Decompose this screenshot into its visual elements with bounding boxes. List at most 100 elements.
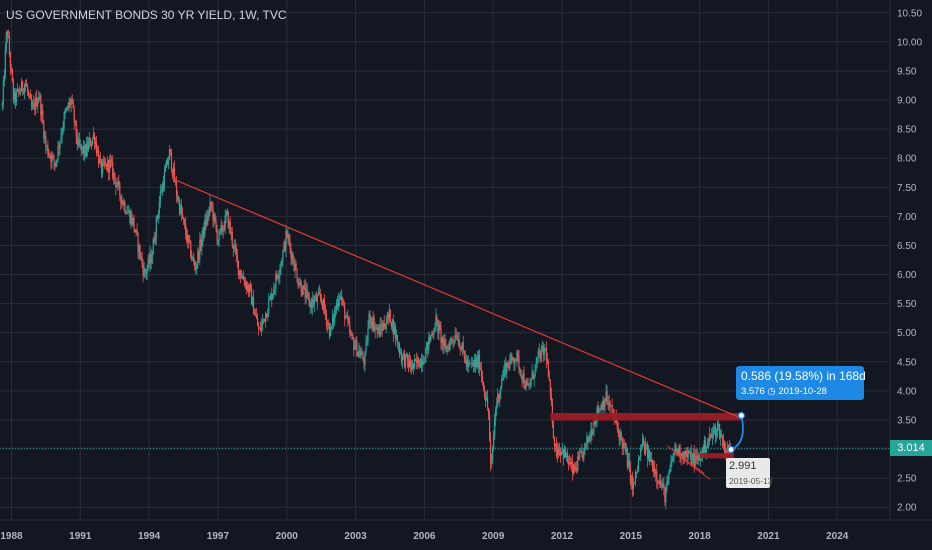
candle-body <box>577 456 579 472</box>
candle-body <box>368 313 370 328</box>
candle-body <box>373 317 375 331</box>
candle-body <box>164 167 167 172</box>
candle-body <box>46 145 48 147</box>
resistance-zone[interactable] <box>550 412 741 421</box>
channel-line[interactable] <box>667 445 705 474</box>
candle-body <box>663 483 665 488</box>
candle-body <box>455 334 457 339</box>
candle-body <box>359 350 361 357</box>
candle-body <box>532 371 534 379</box>
candle-body <box>279 268 281 276</box>
candle-body <box>496 404 498 409</box>
candle-body <box>652 460 654 472</box>
candle-body <box>718 423 721 438</box>
candle-body <box>253 314 256 316</box>
candle-body <box>549 380 551 396</box>
candle-body <box>507 363 509 367</box>
candle-body <box>679 445 681 458</box>
y-tick-label: 6.00 <box>897 270 917 281</box>
candle-body <box>493 435 495 450</box>
candle-body <box>227 211 229 228</box>
measure-label[interactable]: 0.586 (19.58%) in 168d 3.576 ◷ 2019-10-2… <box>736 366 866 400</box>
projection-start-handle[interactable] <box>727 445 735 454</box>
candle-body <box>307 292 309 297</box>
candle-body <box>264 318 266 322</box>
candle-body <box>685 450 687 454</box>
candle-body <box>172 167 175 176</box>
candle-body <box>618 430 620 441</box>
candle-body <box>26 84 28 87</box>
candle-body <box>229 221 231 233</box>
descending-trendline[interactable] <box>171 178 739 418</box>
candle-body <box>397 343 400 345</box>
candle-body <box>53 155 55 163</box>
candle-body <box>71 99 73 101</box>
candle-body <box>690 451 692 464</box>
candle-body <box>289 240 291 248</box>
candle-body <box>36 97 38 107</box>
candle-body <box>713 427 716 429</box>
candle-body <box>147 258 149 269</box>
candle-body <box>341 295 343 301</box>
candle-body <box>516 352 518 359</box>
candle-body <box>136 229 138 234</box>
candle-body <box>396 335 399 345</box>
candle-body <box>221 224 223 232</box>
channel-line-lower[interactable] <box>673 451 711 480</box>
candle-body <box>470 362 472 364</box>
candle-body <box>266 313 268 318</box>
candle-body <box>92 134 95 139</box>
candle-body <box>145 273 147 274</box>
candle-body <box>252 296 255 315</box>
candle-body <box>406 354 409 361</box>
time-axis[interactable]: 1988 1991 1994 1997 2000 2003 2006 2009 2012 2015… <box>0 531 848 542</box>
candle-body <box>175 182 178 196</box>
candle-body <box>343 300 345 305</box>
candle-body <box>727 444 729 452</box>
candle-body <box>39 95 41 98</box>
candle-body <box>623 443 625 445</box>
horizontal-gridlines <box>0 12 890 508</box>
candle-body <box>449 341 451 350</box>
candle-body <box>338 300 340 307</box>
candle-body <box>114 172 116 179</box>
candle-body <box>282 250 284 263</box>
candle-body <box>692 453 694 461</box>
x-tick-label: 1991 <box>69 531 92 542</box>
candle-body <box>628 459 631 466</box>
candle-body <box>222 228 224 232</box>
candle-body <box>365 342 367 353</box>
candle-body <box>331 316 334 326</box>
candle-body <box>48 154 50 156</box>
vertical-gridlines <box>10 0 838 520</box>
candle-body <box>78 139 80 146</box>
candle-body <box>711 433 714 438</box>
y-tick-label: 4.50 <box>897 357 917 368</box>
candle-body <box>151 254 153 264</box>
candle-body <box>448 346 450 350</box>
projection-end-handle[interactable] <box>737 411 745 420</box>
candle-body <box>413 363 415 368</box>
candle-body <box>75 120 77 137</box>
candle-body <box>305 289 307 299</box>
candle-body <box>594 421 596 424</box>
candle-body <box>519 369 521 371</box>
candle-body <box>56 159 58 161</box>
candle-body <box>173 167 176 182</box>
candle-body <box>51 155 53 162</box>
candle-body <box>340 295 342 298</box>
candle-body <box>445 346 447 352</box>
x-tick-label: 2000 <box>276 531 299 542</box>
candle-body <box>112 161 114 178</box>
support-zone[interactable] <box>699 453 735 459</box>
candle-body <box>73 108 75 123</box>
drawing-annotations[interactable] <box>0 178 890 480</box>
candle-body <box>518 356 520 370</box>
x-tick-label: 2006 <box>413 531 436 542</box>
candle-body <box>557 449 560 455</box>
candle-body <box>268 300 270 314</box>
candle-body <box>480 369 483 377</box>
candle-body <box>619 432 621 441</box>
candle-body <box>121 200 123 204</box>
